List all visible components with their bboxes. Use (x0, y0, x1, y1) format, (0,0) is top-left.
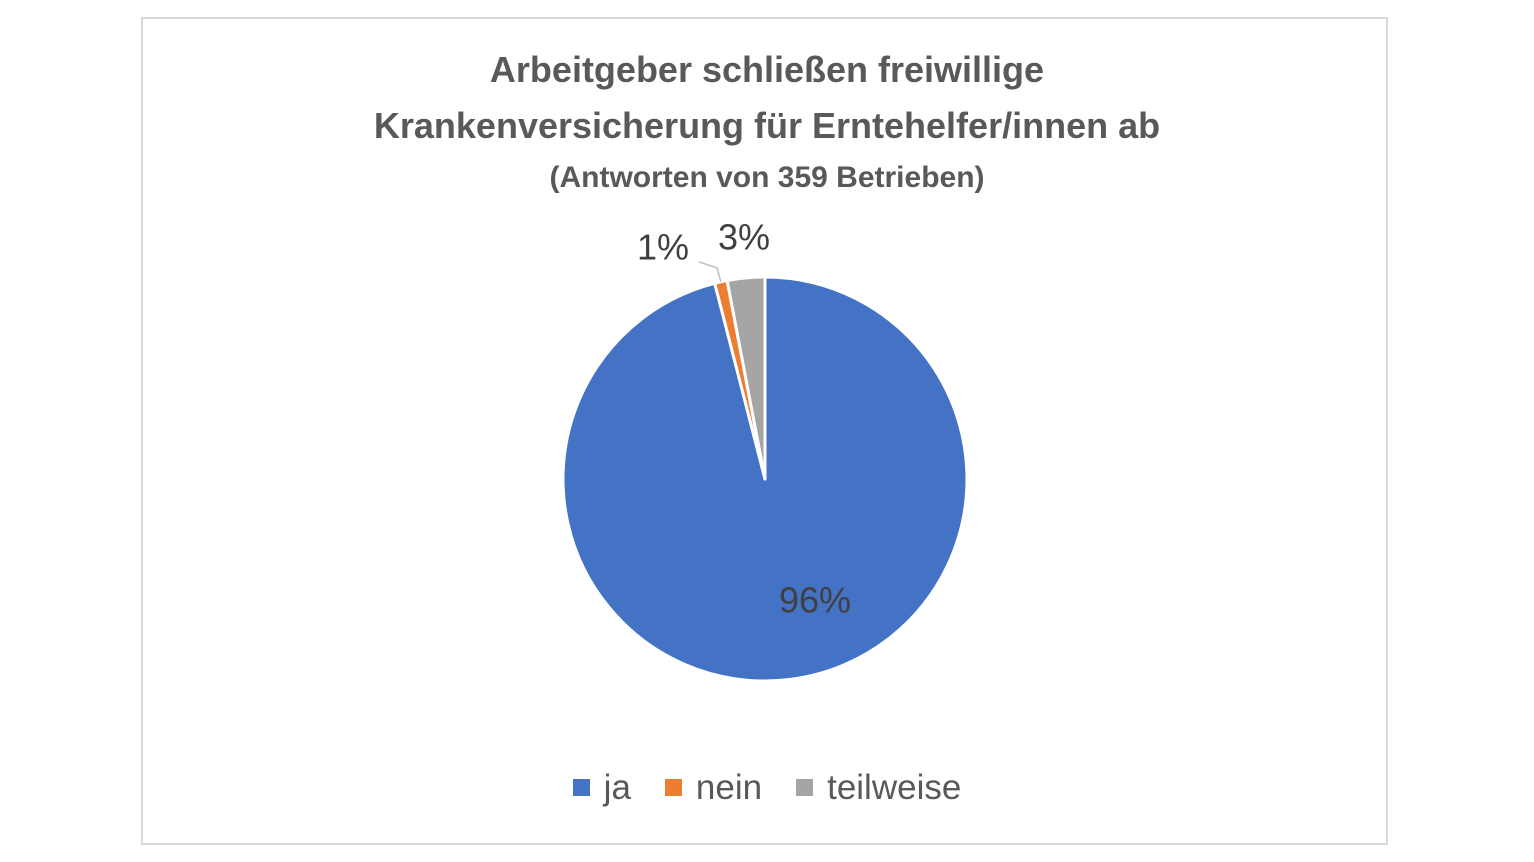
data-label-ja: 96% (779, 580, 851, 621)
data-label-teilweise: 3% (718, 217, 770, 258)
leader-line-nein (698, 261, 722, 283)
chart-legend: ja nein teilweise (0, 770, 1534, 805)
legend-item-nein: nein (664, 768, 763, 807)
legend-label-nein: nein (695, 768, 763, 807)
legend-swatch-ja (572, 779, 590, 796)
legend-item-teilweise: teilweise (796, 770, 961, 805)
legend-swatch-teilweise (796, 779, 814, 796)
legend-label-teilweise: teilweise (827, 768, 962, 807)
chart-title-line-2: Krankenversicherung für Erntehelfer/inne… (373, 105, 1161, 146)
data-label-nein: 1% (637, 227, 689, 268)
legend-swatch-nein (664, 779, 682, 796)
legend-item-ja: ja (572, 768, 631, 807)
chart-title-line-1: Arbeitgeber schließen freiwillige (489, 49, 1045, 90)
legend-label-ja: ja (603, 768, 631, 807)
pie-slice-teilweise (725, 275, 767, 481)
chart-subtitle: (Antworten von 359 Betrieben) (549, 161, 985, 194)
